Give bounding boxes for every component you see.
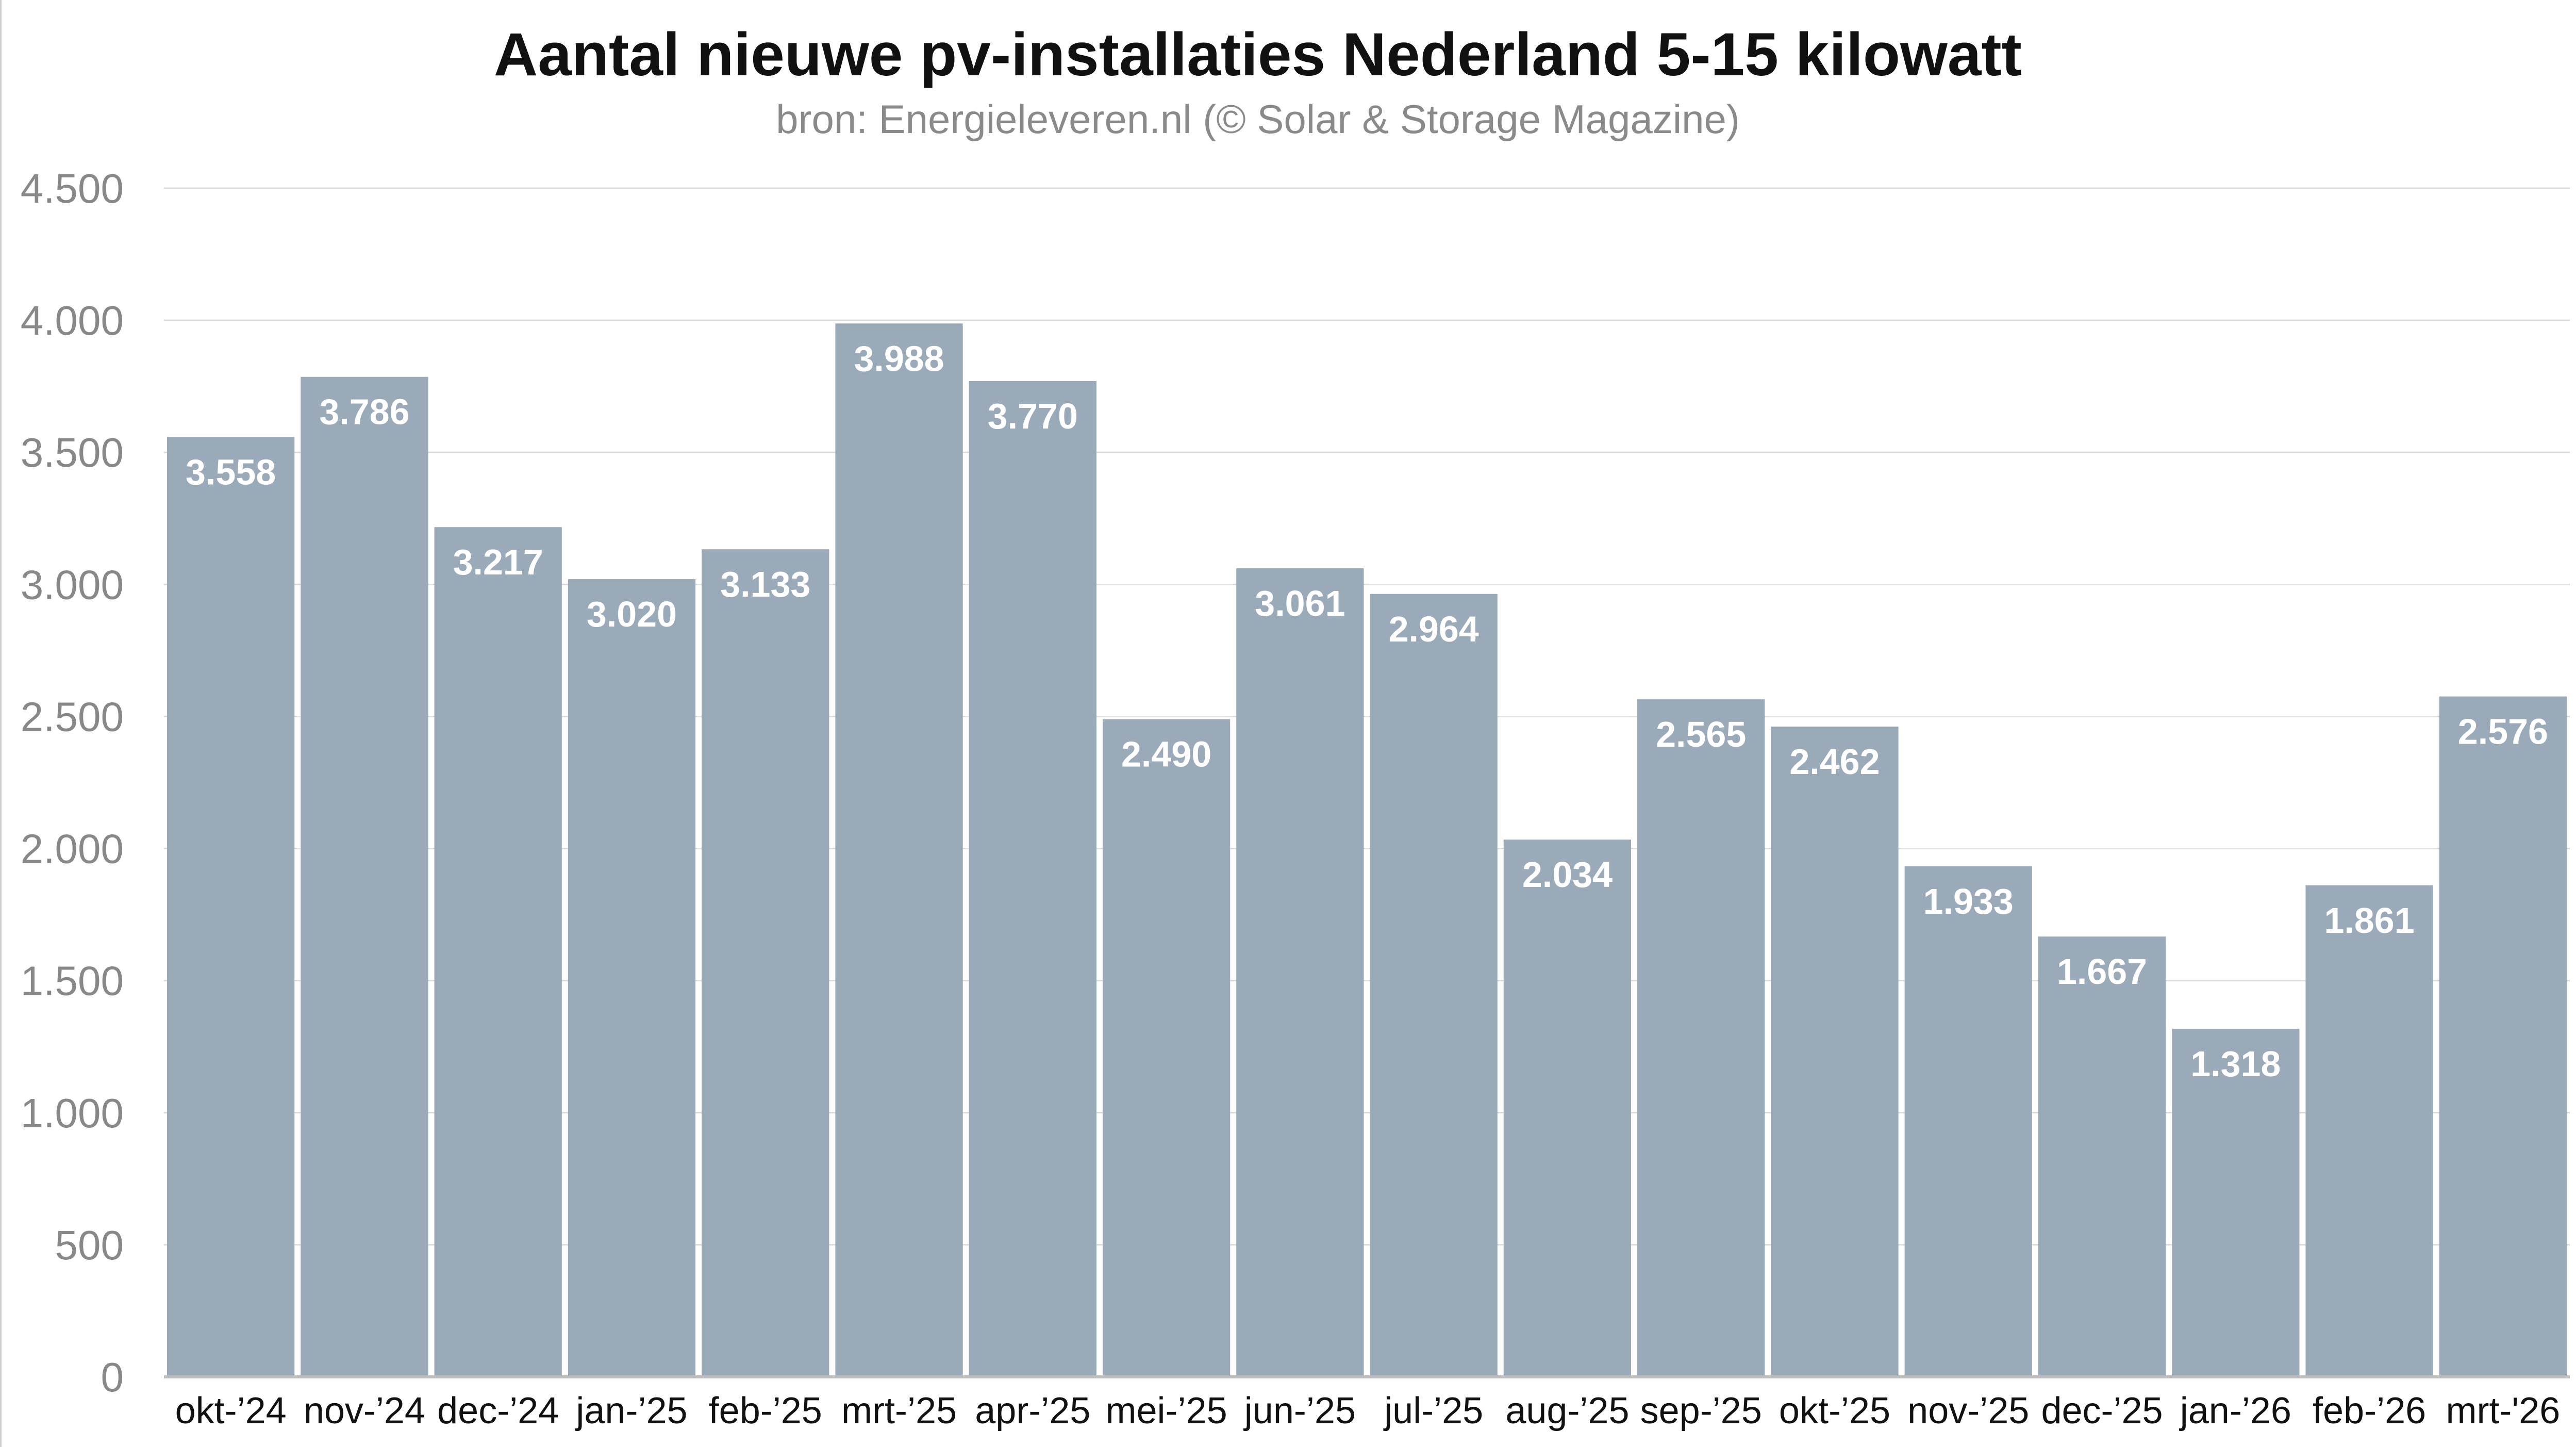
bar-value-label: 3.988 (854, 338, 944, 379)
bar-value-label: 3.133 (720, 564, 810, 604)
x-tick-label: mrt-’25 (841, 1390, 957, 1432)
bar (702, 549, 829, 1377)
y-tick-label: 3.500 (21, 430, 124, 475)
bar (2305, 885, 2433, 1377)
x-tick-label: feb-’25 (709, 1390, 822, 1432)
bar (1370, 594, 1498, 1377)
x-tick-label: apr-’25 (975, 1390, 1090, 1432)
y-tick-label: 4.500 (21, 166, 124, 211)
bar-value-label: 2.565 (1656, 714, 1746, 754)
x-tick-label: nov-’25 (1907, 1390, 2029, 1432)
left-border (0, 0, 2, 1447)
bar (568, 579, 696, 1377)
bar (434, 527, 562, 1377)
y-tick-label: 2.500 (21, 694, 124, 739)
bar-value-label: 3.020 (587, 594, 677, 634)
bar (2172, 1028, 2300, 1377)
x-tick-label: feb-’26 (2313, 1390, 2426, 1432)
bar (2439, 696, 2567, 1377)
bar-value-label: 2.034 (1522, 854, 1613, 895)
bar-value-label: 3.061 (1255, 583, 1345, 623)
bar-value-label: 1.933 (1923, 881, 2014, 922)
chart-subtitle: bron: Energieleveren.nl (© Solar & Stora… (776, 96, 1740, 142)
bar (2038, 936, 2166, 1377)
x-tick-label: mei-’25 (1106, 1390, 1227, 1432)
x-tick-label: jul-’25 (1383, 1390, 1483, 1432)
x-tick-label: okt-’25 (1779, 1390, 1890, 1432)
bar (1904, 866, 2032, 1377)
bar (301, 376, 428, 1377)
bar (1236, 568, 1364, 1377)
bar-value-label: 2.490 (1121, 734, 1211, 775)
x-tick-label: dec-’25 (2041, 1390, 2163, 1432)
bar-value-label: 3.786 (319, 392, 409, 432)
x-tick-label: okt-’24 (175, 1390, 287, 1432)
bar-value-label: 1.861 (2324, 900, 2414, 941)
bar-value-label: 2.576 (2458, 712, 2548, 752)
x-tick-label: aug-’25 (1505, 1390, 1629, 1432)
y-tick-label: 3.000 (21, 562, 124, 607)
x-tick-label: jan-’26 (2179, 1390, 2291, 1432)
bar-value-label: 2.964 (1389, 609, 1479, 649)
x-tick-label: jun-’25 (1243, 1390, 1356, 1432)
y-tick-label: 2.000 (21, 826, 124, 872)
bar (1771, 726, 1899, 1377)
bar-value-label: 1.667 (2057, 951, 2147, 992)
y-tick-label: 4.000 (21, 298, 124, 343)
bar-value-label: 3.217 (453, 542, 543, 582)
bar (835, 323, 963, 1377)
y-tick-label: 500 (55, 1222, 124, 1268)
x-tick-label: jan-’25 (575, 1390, 687, 1432)
chart-title: Aantal nieuwe pv-installaties Nederland … (494, 21, 2022, 89)
y-tick-label: 1.000 (21, 1090, 124, 1136)
x-tick-label: nov-’24 (304, 1390, 425, 1432)
x-tick-label: mrt-'26 (2446, 1390, 2560, 1432)
bar (1637, 699, 1765, 1377)
bar-value-label: 3.770 (988, 396, 1078, 436)
x-tick-label: dec-’24 (437, 1390, 559, 1432)
bar (1503, 840, 1632, 1377)
bar-value-label: 3.558 (186, 452, 276, 492)
y-tick-label: 0 (101, 1354, 124, 1400)
bar-value-label: 2.462 (1789, 742, 1880, 782)
bar (969, 381, 1096, 1377)
y-tick-label: 1.500 (21, 958, 124, 1004)
bar (1102, 719, 1231, 1377)
x-tick-label: sep-’25 (1640, 1390, 1762, 1432)
bar (167, 437, 295, 1377)
bar-value-label: 1.318 (2190, 1044, 2281, 1084)
